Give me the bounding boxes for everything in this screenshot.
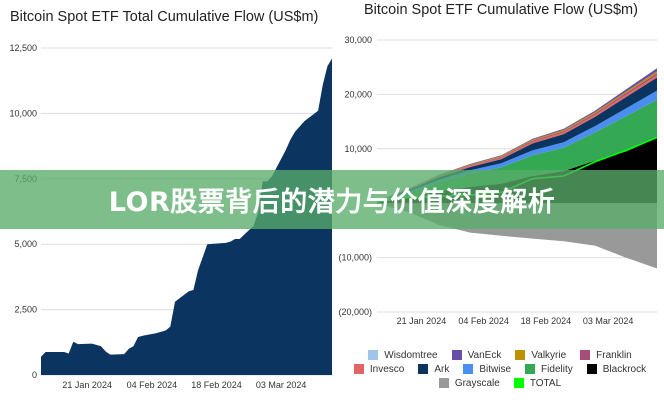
- y-tick-label: 12,500: [9, 43, 37, 53]
- y-tick-label: 5,000: [14, 239, 37, 249]
- legend-swatch: [438, 378, 449, 388]
- legend-swatch: [368, 350, 379, 360]
- x-tick-label: 21 Jan 2024: [397, 316, 447, 326]
- legend-item-ark: Ark: [418, 364, 449, 375]
- legend-label: Grayscale: [454, 377, 500, 389]
- legend-item-blackrock: Blackrock: [586, 363, 647, 375]
- legend-item-grayscale: Grayscale: [438, 377, 500, 389]
- legend-swatch: [586, 364, 597, 374]
- chart-title: Bitcoin Spot ETF Cumulative Flow (US$m): [364, 2, 638, 18]
- legend-label: Franklin: [596, 349, 632, 361]
- y-tick-label: 20,000: [344, 89, 372, 99]
- x-tick-label: 21 Jan 2024: [62, 380, 112, 390]
- legend-item-fidelity: Fidelity: [525, 364, 573, 375]
- y-tick-label: 10,000: [9, 108, 37, 118]
- legend-label: TOTAL: [529, 377, 562, 389]
- legend-row: Wisdomtree VanEck Valkyrie Franklin: [336, 348, 664, 362]
- legend-item-bitwise: Bitwise: [463, 364, 511, 375]
- x-tick-label: 18 Feb 2024: [521, 316, 572, 326]
- area-fidelity: [377, 99, 657, 203]
- legend-label: Invesco: [369, 363, 405, 375]
- legend-swatch: [463, 364, 474, 374]
- legend-swatch: [580, 350, 591, 360]
- legend-swatch: [513, 378, 524, 388]
- y-tick-label: 10,000: [344, 144, 372, 154]
- legend-swatch: [525, 364, 536, 374]
- legend-swatch: [353, 364, 364, 374]
- x-tick-label: 18 Feb 2024: [191, 380, 242, 390]
- cumulative-flow-area: [41, 58, 332, 375]
- legend-item-valkyrie: Valkyrie: [515, 350, 566, 361]
- y-tick-label: (20,000): [338, 307, 372, 317]
- y-tick-label: 2,500: [14, 305, 37, 315]
- x-tick-label: 04 Feb 2024: [127, 380, 178, 390]
- legend-label: Wisdomtree: [384, 349, 438, 361]
- legend-label: VanEck: [467, 349, 502, 361]
- y-tick-label: 0: [32, 370, 37, 380]
- legend-item-wisdomtree: Wisdomtree: [368, 349, 438, 361]
- y-tick-label: (10,000): [338, 253, 372, 263]
- banner-text: LOR股票背后的潜力与价值深度解析: [108, 187, 556, 218]
- legend-row: Invesco Ark Bitwise Fidelity Blackrock: [336, 362, 664, 376]
- legend-label: Blackrock: [602, 363, 647, 375]
- x-tick-label: 03 Mar 2024: [583, 316, 634, 326]
- chart-legend: Wisdomtree VanEck Valkyrie Franklin Invesco A…: [336, 348, 664, 390]
- legend-row: Grayscale TOTAL: [336, 376, 664, 390]
- title-banner: LOR股票背后的潜力与价值深度解析: [0, 170, 664, 229]
- legend-label: Valkyrie: [531, 349, 567, 361]
- legend-item-vaneck: VanEck: [451, 349, 502, 361]
- y-tick-label: 30,000: [344, 35, 372, 45]
- legend-label: Bitwise: [479, 363, 512, 375]
- x-tick-label: 03 Mar 2024: [256, 380, 307, 390]
- legend-swatch: [418, 364, 429, 374]
- legend-item-franklin: Franklin: [580, 350, 632, 361]
- legend-label: Fidelity: [541, 363, 573, 375]
- legend-swatch: [451, 350, 462, 360]
- legend-swatch: [515, 350, 526, 360]
- x-tick-label: 04 Feb 2024: [458, 316, 509, 326]
- chart-title: Bitcoin Spot ETF Total Cumulative Flow (…: [10, 9, 318, 25]
- legend-item-total: TOTAL: [513, 377, 562, 389]
- legend-label: Ark: [434, 363, 450, 375]
- legend-item-invesco: Invesco: [353, 363, 405, 375]
